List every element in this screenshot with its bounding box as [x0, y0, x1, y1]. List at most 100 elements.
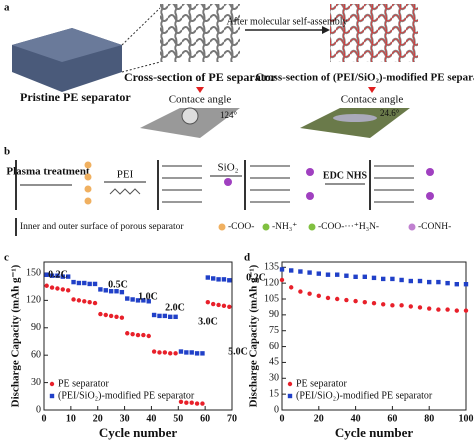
- point: [184, 400, 189, 405]
- point: [168, 351, 173, 356]
- point: [130, 331, 135, 337]
- point: [141, 298, 146, 303]
- point: [189, 400, 194, 405]
- point: [184, 350, 189, 355]
- point: [427, 279, 432, 285]
- x-tick-label: 60: [200, 413, 210, 424]
- point: [335, 272, 340, 277]
- legend-label: PE separator: [58, 378, 109, 389]
- x-tick-label: 40: [146, 413, 156, 424]
- point: [200, 401, 205, 406]
- x-axis-title: Cycle number: [99, 425, 178, 440]
- label: Contace angle: [341, 94, 404, 106]
- point: [316, 271, 321, 276]
- point: [76, 298, 82, 303]
- point: [55, 273, 60, 278]
- point: [205, 299, 211, 305]
- legend-label: Inner and outer surface of porous separa…: [20, 221, 184, 232]
- droplet: [333, 114, 377, 122]
- point: [335, 296, 340, 302]
- point: [173, 351, 178, 356]
- point: [390, 303, 395, 308]
- x-tick-label: 100: [459, 413, 474, 424]
- y-tick-label: 90: [269, 309, 279, 320]
- y-tick-label: 0: [274, 404, 279, 415]
- point: [173, 314, 178, 320]
- x-tick-label: 60: [387, 413, 397, 424]
- point: [316, 293, 321, 299]
- label: Cross-section of (PEI/SiO₂)-modified PE …: [255, 72, 474, 84]
- point: [211, 301, 216, 307]
- x-tick-label: 50: [173, 413, 183, 424]
- plot-frame: [281, 261, 467, 411]
- mesh-pe: [160, 4, 240, 62]
- point: [103, 288, 108, 293]
- point: [108, 313, 114, 319]
- point: [119, 289, 125, 295]
- point: [381, 302, 386, 307]
- point: [399, 303, 404, 308]
- label: PEI: [117, 169, 134, 181]
- point: [417, 278, 423, 284]
- point: [162, 350, 168, 355]
- legend-label: -NH₃⁺: [272, 222, 297, 232]
- point: [408, 304, 413, 309]
- point: [325, 295, 331, 301]
- point: [108, 289, 114, 294]
- legend-icon: [308, 223, 316, 231]
- point: [211, 276, 216, 281]
- point: [216, 277, 221, 282]
- y-tick-label: 30: [269, 373, 279, 384]
- point: [92, 300, 98, 306]
- point: [289, 268, 294, 273]
- point: [287, 393, 293, 399]
- annotation: 0.2C: [48, 269, 68, 280]
- point: [307, 270, 312, 275]
- mesh-modified: [330, 4, 418, 62]
- droplet: [181, 107, 199, 125]
- point: [362, 274, 367, 279]
- point: [44, 283, 49, 288]
- point: [279, 277, 285, 283]
- label: 124°: [220, 110, 238, 120]
- point: [125, 331, 130, 336]
- panel-label: a: [4, 2, 10, 14]
- point: [279, 267, 285, 272]
- point: [119, 315, 125, 320]
- point: [141, 332, 146, 338]
- panel-label: d: [244, 252, 250, 264]
- point: [436, 307, 441, 312]
- annotation: 0.5C: [108, 279, 128, 290]
- x-tick-label: 30: [120, 413, 130, 424]
- point: [205, 275, 211, 280]
- point: [151, 349, 157, 354]
- legend-label: -COO-: [228, 222, 254, 232]
- point: [49, 285, 55, 290]
- x-tick-label: 20: [314, 413, 324, 424]
- substrate: [300, 108, 410, 138]
- point: [445, 280, 450, 286]
- point: [71, 297, 76, 302]
- legend-label: (PEI/SiO₂)-modified PE separator: [58, 390, 195, 401]
- panel-b: Plasma treatment PEI SiO₂ EDC NHS Inner …: [6, 160, 451, 236]
- point: [417, 305, 423, 310]
- y-axis-title: Discharge Capacity (mAh g⁻¹): [10, 264, 22, 407]
- down-arrow: [368, 87, 376, 93]
- legend-label: PE separator: [296, 378, 347, 389]
- point: [55, 286, 60, 291]
- x-tick-label: 0: [42, 413, 47, 424]
- annotation: 3.0C: [198, 316, 218, 327]
- y-tick-label: 135: [264, 262, 279, 273]
- point: [135, 298, 141, 303]
- point: [98, 287, 103, 292]
- point: [49, 273, 55, 278]
- point: [353, 274, 358, 279]
- point: [287, 381, 293, 387]
- point: [307, 291, 312, 296]
- point: [298, 269, 303, 274]
- y-tick-label: 45: [269, 357, 279, 368]
- point: [178, 399, 184, 404]
- pei-chain: [109, 188, 141, 195]
- point: [82, 280, 87, 286]
